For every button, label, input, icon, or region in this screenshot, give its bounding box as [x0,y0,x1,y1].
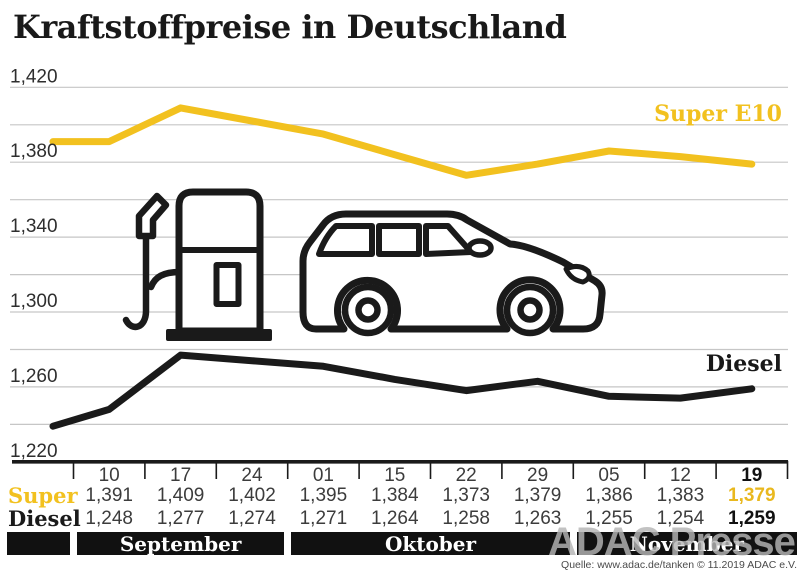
diesel-value-cell: 1,259 [728,508,776,529]
month-bar-1: September [76,531,285,556]
super-value-cell: 1,386 [585,485,633,506]
diesel-line [49,351,756,430]
diesel-value-cell: 1,248 [85,508,133,529]
super-value-cell: 1,383 [656,485,705,506]
series-lines [49,104,756,430]
month-bar-3: November [576,531,797,556]
super-value-cell: 1,391 [85,485,133,506]
date-cell: 10 [98,465,120,486]
fuel-pump-icon [122,188,272,341]
page-title: Kraftstoffpreise in Deutschland [13,8,567,46]
super-value-cell: 1,379 [513,485,562,506]
car-mirror [466,238,494,258]
diesel-value-cell: 1,277 [156,508,205,529]
car-icon [299,210,606,337]
diesel-value-cell: 1,258 [442,508,490,529]
date-cell: 01 [312,465,334,486]
date-cell: 17 [170,465,192,486]
month-bar-2: Oktober [291,531,570,556]
table-row-label-super: Super [8,483,78,508]
date-cell: 29 [527,465,549,486]
diesel-value-cell: 1,264 [371,508,419,529]
diesel-value-cell: 1,254 [656,508,705,529]
y-axis-label: 1,300 [10,291,58,312]
date-cell: 15 [384,465,406,486]
super-value-cell: 1,402 [228,485,276,506]
y-axis-labels: 1,420 1,380 1,340 1,300 1,260 1,220 [10,66,58,462]
super-e10-series-label: Super E10 [654,101,782,127]
diesel-value-cell: 1,271 [299,508,348,529]
y-axis-label: 1,340 [10,216,58,237]
diesel-value-cell: 1,263 [513,508,562,529]
month-label: November [629,531,744,556]
date-cell: 05 [598,465,620,486]
super-value-cell: 1,409 [156,485,205,506]
date-cell: 12 [669,465,691,486]
source-attribution: Quelle: www.adac.de/tanken © 11.2019 ADA… [561,559,797,571]
lead-bar [7,532,71,555]
y-axis-label: 1,260 [10,366,58,387]
table-row-label-diesel: Diesel [8,506,81,531]
diesel-value-cell: 1,255 [585,508,633,529]
x-axis [12,459,789,479]
car-headlight [563,263,592,285]
super-value-cell: 1,384 [371,485,419,506]
month-label: September [119,531,242,556]
date-cell: 19 [741,465,763,486]
super-value-cell: 1,373 [442,485,490,506]
super-value-cell: 1,395 [299,485,348,506]
month-label: Oktober [384,531,477,556]
date-cell: 24 [241,465,263,486]
date-cell: 22 [455,465,477,486]
diesel-series-label: Diesel [705,351,782,377]
adac-presse-watermark: ADAC Presse [548,520,796,564]
y-axis-label: 1,220 [10,441,58,462]
y-axis-label: 1,380 [10,141,58,162]
super-line [49,104,756,179]
super-value-cell: 1,379 [728,485,776,506]
diesel-value-cell: 1,274 [228,508,276,529]
y-axis-label: 1,420 [10,66,58,87]
